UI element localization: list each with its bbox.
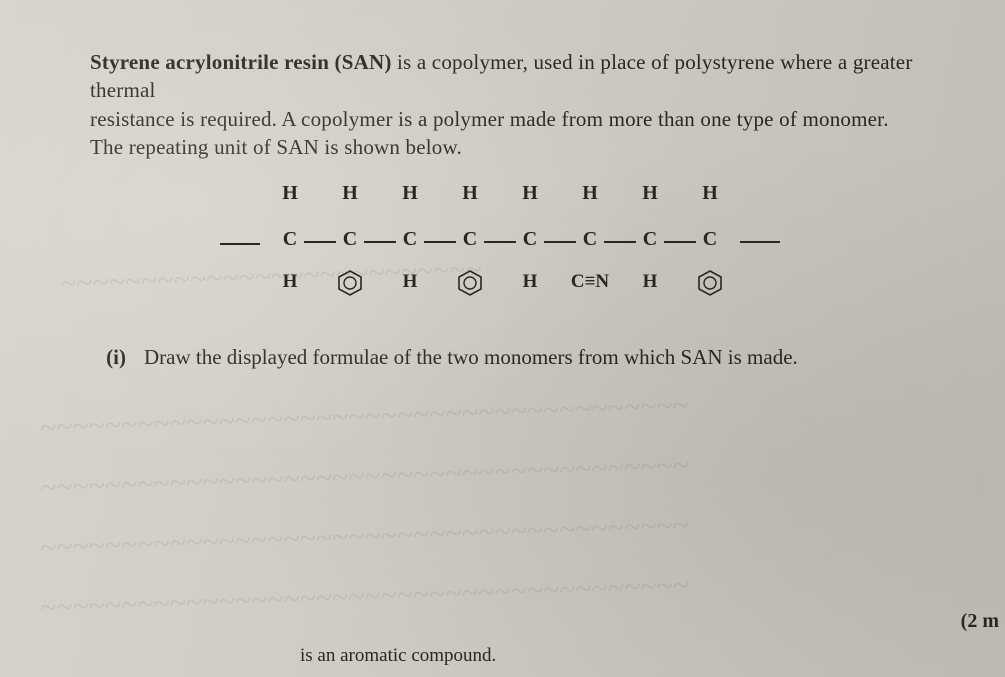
atom-h: H <box>380 182 440 205</box>
phenyl-ring-icon <box>320 271 380 297</box>
page: Styrene acrylonitrile resin (SAN) is a c… <box>0 0 1005 677</box>
top-hydrogen-row: H H H H H H H H <box>220 179 860 207</box>
atom-h: H <box>380 271 440 293</box>
atom-h: H <box>620 182 680 205</box>
substituent-row: H H H C≡N H <box>220 271 860 305</box>
question-marker: (i) <box>90 343 126 371</box>
question-text: Draw the displayed formulae of the two m… <box>144 343 798 371</box>
san-repeating-unit: H H H H H H H H C <box>220 179 860 305</box>
phenyl-ring-icon <box>440 271 500 297</box>
marks-allocation: (2 m <box>961 610 999 633</box>
atom-c: C <box>440 228 500 251</box>
top-bond-row <box>220 207 860 225</box>
atom-h: H <box>320 182 380 205</box>
intro-line3: The repeating unit of SAN is shown below… <box>90 135 462 159</box>
atom-h: H <box>260 271 320 293</box>
intro-paragraph: Styrene acrylonitrile resin (SAN) is a c… <box>90 48 965 161</box>
handwriting-artifact: ~~~~~~~~~~~~~~~~~~~~~~~~~~~~~~~~~~~~~~~~ <box>40 569 690 626</box>
footer-fragment: is an aromatic compound. <box>300 645 496 667</box>
atom-c: C <box>320 228 380 251</box>
atom-c: C <box>500 228 560 251</box>
handwriting-artifact: ~~~~~~~~~~~~~~~~~~~~~~~~~~~~~~~~~~~~~~~~ <box>40 449 690 506</box>
nitrile-group: C≡N <box>560 271 620 293</box>
atom-h: H <box>260 182 320 205</box>
bond-horizontal <box>740 241 780 243</box>
atom-h: H <box>620 271 680 293</box>
atom-c: C <box>560 228 620 251</box>
handwriting-artifact: ~~~~~~~~~~~~~~~~~~~~~~~~~~~~~~~~~~~~~~~~ <box>40 509 690 566</box>
atom-h: H <box>560 182 620 205</box>
phenyl-ring-icon <box>680 271 740 297</box>
question-row: (i) Draw the displayed formulae of the t… <box>90 343 965 371</box>
intro-line2: resistance is required. A copolymer is a… <box>90 107 889 131</box>
atom-h: H <box>500 271 560 293</box>
handwriting-artifact: ~~~~~~~~~~~~~~~~~~~~~~~~~~~~~~~~~~~~~~~~ <box>40 389 690 446</box>
atom-h: H <box>500 182 560 205</box>
atom-c: C <box>680 228 740 251</box>
bottom-bond-row <box>220 253 860 271</box>
atom-c: C <box>260 228 320 251</box>
bond-horizontal <box>220 243 260 245</box>
atom-h: H <box>440 182 500 205</box>
intro-bold: Styrene acrylonitrile resin (SAN) <box>90 50 392 74</box>
carbon-chain-row: C C C C C C C <box>220 225 860 253</box>
atom-c: C <box>380 228 440 251</box>
atom-h: H <box>680 182 740 205</box>
atom-c: C <box>620 228 680 251</box>
